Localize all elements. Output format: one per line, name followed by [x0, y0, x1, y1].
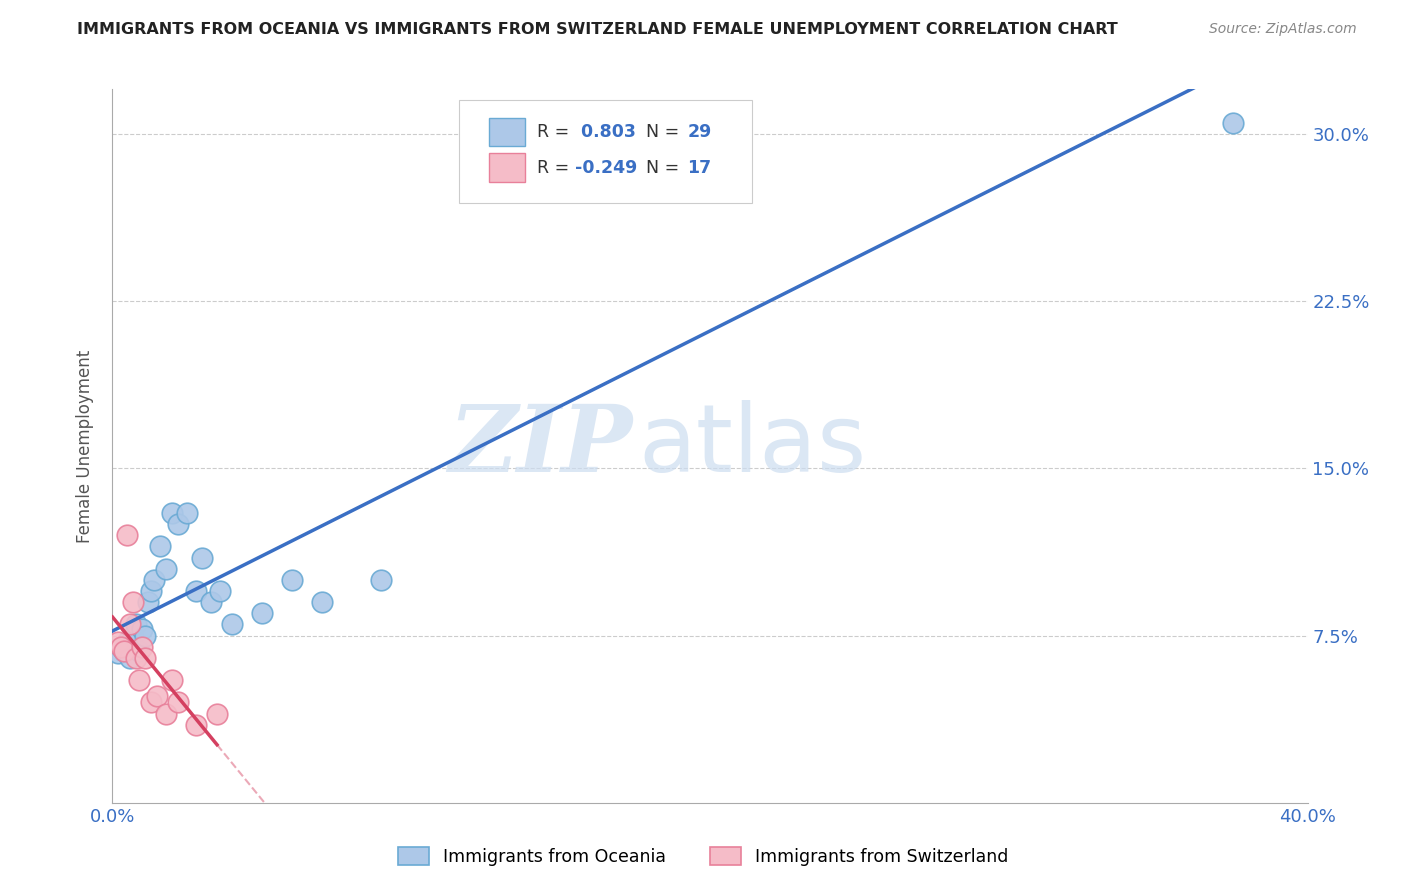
Point [128, 673, 150, 687]
Point [107, 646, 129, 660]
Point [120, 651, 142, 665]
Point [167, 696, 190, 710]
Point [654, 161, 676, 175]
Point [125, 617, 148, 632]
Point [131, 640, 153, 654]
Point [125, 651, 148, 665]
Text: IMMIGRANTS FROM OCEANIA VS IMMIGRANTS FROM SWITZERLAND FEMALE UNEMPLOYMENT CORRE: IMMIGRANTS FROM OCEANIA VS IMMIGRANTS FR… [77, 22, 1118, 37]
Point [149, 539, 172, 553]
Point [134, 628, 156, 642]
Point [110, 640, 132, 654]
Point [146, 689, 169, 703]
Text: R =: R = [537, 123, 575, 141]
Point [117, 528, 139, 542]
Point [191, 550, 214, 565]
FancyBboxPatch shape [489, 118, 524, 146]
Text: -0.249: -0.249 [575, 159, 637, 177]
Point [176, 506, 198, 520]
Text: N =: N = [634, 159, 685, 177]
Text: Source: ZipAtlas.com: Source: ZipAtlas.com [1209, 22, 1357, 37]
Point [250, 607, 273, 621]
Point [221, 617, 243, 632]
Legend: Immigrants from Oceania, Immigrants from Switzerland: Immigrants from Oceania, Immigrants from… [389, 838, 1017, 874]
Text: 0.803: 0.803 [575, 123, 636, 141]
FancyBboxPatch shape [458, 100, 752, 203]
Point [117, 635, 139, 649]
Point [107, 635, 129, 649]
Point [311, 595, 333, 609]
Point [281, 573, 304, 587]
Point [138, 595, 160, 609]
Point [162, 506, 183, 520]
Point [120, 617, 142, 632]
Point [134, 651, 156, 665]
FancyBboxPatch shape [489, 153, 524, 182]
Text: N =: N = [634, 123, 685, 141]
Point [114, 644, 135, 658]
Point [122, 595, 145, 609]
Text: ZIP: ZIP [449, 401, 633, 491]
Point [141, 583, 163, 598]
Point [205, 706, 228, 721]
Point [114, 644, 135, 658]
Y-axis label: Female Unemployment: Female Unemployment [76, 350, 94, 542]
Point [110, 640, 132, 654]
Point [200, 595, 222, 609]
Point [167, 516, 190, 531]
Point [155, 706, 177, 721]
Point [141, 696, 163, 710]
Point [162, 673, 183, 687]
Point [131, 622, 153, 636]
Point [209, 583, 232, 598]
Text: 17: 17 [688, 159, 711, 177]
Point [128, 644, 150, 658]
Point [186, 583, 208, 598]
Point [122, 628, 145, 642]
Text: atlas: atlas [638, 400, 866, 492]
Point [186, 717, 208, 731]
Point [1222, 115, 1244, 129]
Text: R =: R = [537, 159, 575, 177]
Point [155, 562, 177, 576]
Text: 29: 29 [688, 123, 711, 141]
Point [370, 573, 392, 587]
Point [143, 573, 166, 587]
